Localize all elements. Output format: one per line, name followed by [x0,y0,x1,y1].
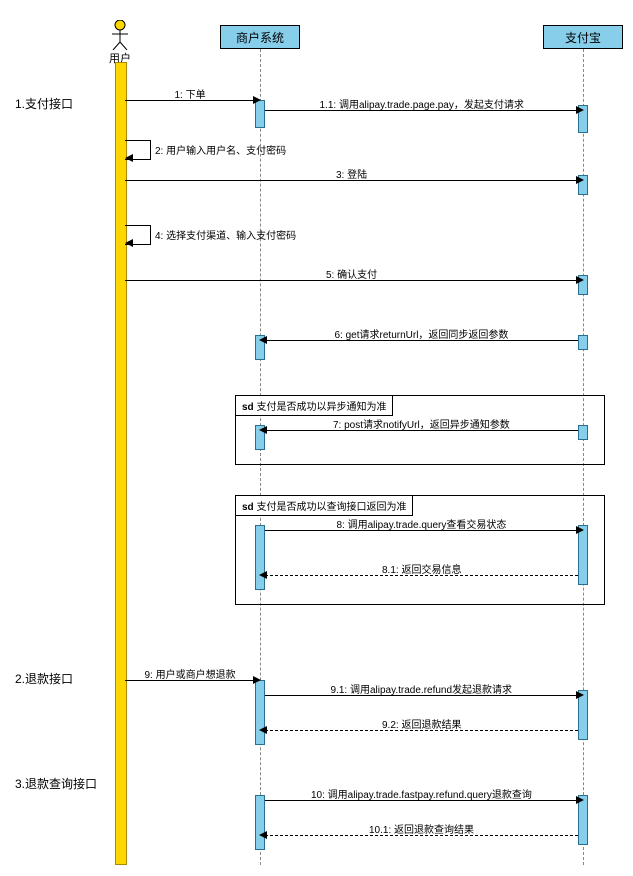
msg-label-m10: 10: 调用alipay.trade.fastpay.refund.query退… [311,786,532,801]
arrowhead-m4 [125,239,133,247]
frame-title-0: sd 支付是否成功以异步通知为准 [236,396,393,416]
lifeline-header-shop: 商户系统 [220,25,300,49]
activation-shop-5 [255,795,265,850]
arrowhead-m6 [259,336,267,344]
frame-title-1: sd 支付是否成功以查询接口返回为准 [236,496,413,516]
frame-1: sd 支付是否成功以查询接口返回为准 [235,495,605,605]
arrowhead-m10 [576,796,584,804]
msg-label-m8_1: 8.1: 返回交易信息 [382,561,461,576]
lifeline-user [115,62,127,865]
msg-label-m5: 5: 确认支付 [326,266,377,281]
activation-alipay-3 [578,335,588,350]
activation-shop-4 [255,680,265,745]
arrowhead-m3 [576,176,584,184]
arrowhead-m9 [253,676,261,684]
msg-label-m4: 4: 选择支付渠道、输入支付密码 [155,227,296,242]
arrowhead-m10_1 [259,831,267,839]
msg-label-m7: 7: post请求notifyUrl，返回异步通知参数 [333,416,510,431]
msg-label-m1_1: 1.1: 调用alipay.trade.page.pay，发起支付请求 [320,96,524,111]
msg-label-m9: 9: 用户或商户想退款 [145,666,236,681]
arrowhead-m9_2 [259,726,267,734]
msg-label-m1: 1: 下单 [175,86,206,101]
arrowhead-m5 [576,276,584,284]
arrowhead-m1_1 [576,106,584,114]
actor-user: 用户 [105,20,135,66]
arrowhead-m8_1 [259,571,267,579]
arrowhead-m1 [253,96,261,104]
arrowhead-m9_1 [576,691,584,699]
msg-label-m9_1: 9.1: 调用alipay.trade.refund发起退款请求 [331,681,513,696]
msg-label-m3: 3: 登陆 [336,166,367,181]
sequence-diagram: 用户 商户系统 支付宝 sd 支付是否成功以异步通知为准 sd 支付是否成功以查询接口返… [0,0,633,876]
arrowhead-m8 [576,526,584,534]
msg-label-m2: 2: 用户输入用户名、支付密码 [155,142,286,157]
msg-label-m6: 6: get请求returnUrl，返回同步返回参数 [335,326,509,341]
msg-label-m9_2: 9.2: 返回退款结果 [382,716,461,731]
msg-label-m10_1: 10.1: 返回退款查询结果 [369,821,474,836]
arrowhead-m2 [125,154,133,162]
lifeline-header-alipay: 支付宝 [543,25,623,49]
section-label-1: 2.退款接口 [15,670,73,687]
activation-shop-0 [255,100,265,128]
msg-label-m8: 8: 调用alipay.trade.query查看交易状态 [337,516,507,531]
section-label-2: 3.退款查询接口 [15,775,97,792]
section-label-0: 1.支付接口 [15,95,73,112]
arrowhead-m7 [259,426,267,434]
